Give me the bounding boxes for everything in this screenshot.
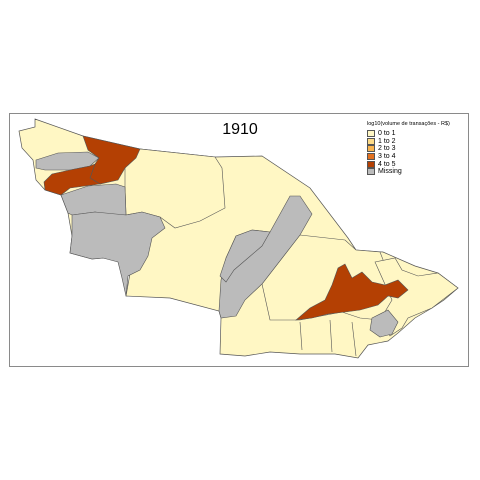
legend: log10(volume de transações - R$) 0 to 1 … [367,121,450,176]
legend-swatch [367,130,375,138]
legend-swatch [367,168,375,176]
region-center-missing-inner [219,229,271,283]
legend-swatch [367,137,375,145]
legend-swatch [367,160,375,168]
region-west-missing-3 [69,211,166,297]
legend-item: 3 to 4 [367,153,450,161]
region-southeast-center [295,263,409,321]
map-title: 1910 [222,121,258,138]
legend-label: 3 to 4 [378,153,396,161]
legend-item: Missing [367,168,450,176]
legend-title: log10(volume de transações - R$) [367,121,450,127]
region-nw-west [43,163,101,196]
legend-label: 2 to 3 [378,145,396,153]
legend-item: 0 to 1 [367,130,450,138]
legend-swatch [367,153,375,161]
legend-swatch [367,145,375,153]
region-east-missing [369,309,399,338]
legend-item: 2 to 3 [367,145,450,153]
legend-label: 1 to 2 [378,137,396,145]
legend-label: 0 to 1 [378,130,396,138]
region-south-lines [299,319,357,357]
legend-item: 4 to 5 [367,160,450,168]
legend-item: 1 to 2 [367,137,450,146]
legend-label: Missing [378,168,402,176]
legend-label: 4 to 5 [378,160,396,168]
